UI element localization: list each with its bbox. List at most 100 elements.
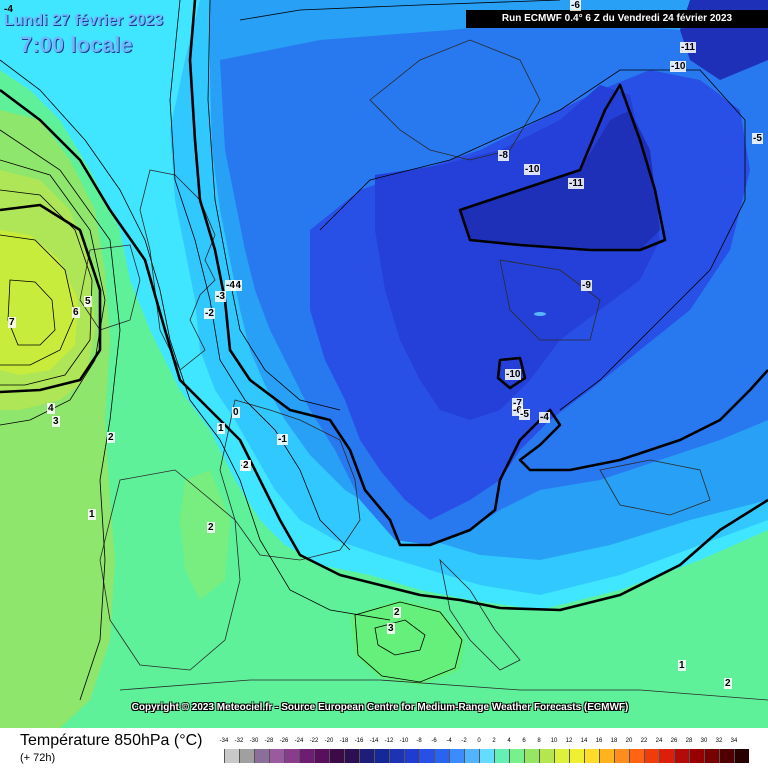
scale-swatch: [464, 749, 479, 763]
scale-swatch: [284, 749, 299, 763]
contour-label: 3: [52, 416, 60, 427]
isotherm-minus2: [169, 0, 351, 551]
contour-label: -5: [519, 409, 530, 420]
corner-contour-value: -4: [4, 4, 13, 15]
scale-tick-label: -20: [324, 738, 334, 744]
isotherm-plus4: [0, 189, 93, 386]
contour-label: 2: [393, 607, 401, 618]
coast-ireland: [79, 244, 141, 331]
isotherm-minus9-inner: [319, 69, 746, 411]
scale-swatch: [614, 749, 629, 763]
contour-label: -4: [231, 280, 242, 291]
zone-plus6: [0, 230, 78, 375]
scale-tick-label: -10: [399, 738, 409, 744]
scale-tick-label: -24: [294, 738, 304, 744]
scale-swatch: [599, 749, 614, 763]
contour-label: 2: [107, 432, 115, 443]
legend-title: Température 850hPa (°C): [20, 732, 203, 749]
contour-label: -8: [498, 150, 509, 161]
coast-north-africa: [119, 679, 768, 701]
contour-label: -10: [505, 369, 522, 380]
scale-swatch: [569, 749, 584, 763]
scale-swatch: [629, 749, 644, 763]
contour-label: -11: [568, 178, 584, 189]
scale-swatch: [314, 749, 329, 763]
scale-tick-label: -2: [461, 738, 467, 744]
scale-swatch: [389, 749, 404, 763]
contour-label: 1: [678, 660, 686, 671]
contour-label: -4: [225, 280, 236, 291]
contour-label: -10: [524, 164, 541, 175]
scale-swatch: [689, 749, 704, 763]
isotherms-thin: [0, 0, 746, 701]
contour-label: 7: [8, 317, 16, 328]
legend-subtitle: (+ 72h): [20, 752, 56, 764]
scale-tick-label: 10: [550, 738, 558, 744]
scale-tick-label: 18: [610, 738, 618, 744]
scale-tick-label: -30: [249, 738, 259, 744]
contour-label: 1: [217, 423, 225, 434]
isotherm-minus10: [458, 83, 667, 252]
legend-bar: Température 850hPa (°C) (+ 72h) -34 -32 -3…: [0, 728, 768, 768]
scale-swatch: [644, 749, 659, 763]
contour-label: 1: [88, 509, 96, 520]
coastlines: [79, 39, 768, 701]
scale-tick-label: -16: [354, 738, 364, 744]
contour-label: 0: [232, 407, 240, 418]
isotherm-plus3: [0, 159, 106, 426]
isotherm-plus3-south: [374, 619, 426, 656]
scale-swatch: [449, 749, 464, 763]
isotherm-0: [0, 88, 768, 612]
color-scale: -34 -32 -30 -28 -26 -24 -22 -20 -18 -16 -14 -12 -10-…: [220, 732, 752, 764]
contour-label: -5: [752, 133, 763, 144]
scale-tick-label: -28: [264, 738, 274, 744]
coast-italy: [439, 558, 521, 671]
isotherm-plus2: [0, 129, 121, 701]
scale-swatch: [659, 749, 674, 763]
isotherm-plus1: [0, 59, 391, 621]
scale-tick-label: -26: [279, 738, 289, 744]
scale-tick-label: -14: [369, 738, 379, 744]
scale-swatch: [509, 749, 524, 763]
model-run-info: Run ECMWF 0.4° 6 Z du Vendredi 24 févrie…: [466, 10, 768, 28]
scale-tick-label: 34: [730, 738, 738, 744]
scale-swatch: [734, 749, 749, 763]
coast-iberia: [99, 469, 241, 671]
forecast-time: 7:00 locale: [20, 32, 133, 57]
scale-tick-label: 20: [625, 738, 633, 744]
scale-tick-label: 8: [537, 738, 541, 744]
scale-swatch: [239, 749, 254, 763]
contour-label: 3: [387, 623, 395, 634]
scale-swatch: [254, 749, 269, 763]
scale-tick-label: 22: [640, 738, 648, 744]
scale-swatch: [329, 749, 344, 763]
contour-label: 2: [207, 522, 215, 533]
scale-tick-label: -4: [446, 738, 452, 744]
scale-tick-label: -6: [431, 738, 437, 744]
scale-tick-label: 30: [700, 738, 708, 744]
scale-swatch: [584, 749, 599, 763]
contour-label: -2: [204, 308, 215, 319]
zone-plus2-west: [180, 470, 230, 600]
isotherm-plus5: [0, 203, 102, 394]
isotherm-minus9: [239, 0, 561, 21]
scale-tick-label: -8: [416, 738, 422, 744]
scale-tick-label: -22: [309, 738, 319, 744]
scale-tick-label: 32: [715, 738, 723, 744]
forecast-date: Lundi 27 février 2023: [4, 12, 164, 29]
contour-label: 2: [724, 678, 732, 689]
contour-label: 4: [47, 403, 55, 414]
scale-tick-label: 2: [492, 738, 496, 744]
scale-swatch: [434, 749, 449, 763]
scale-swatch: [224, 749, 239, 763]
scale-swatch: [719, 749, 734, 763]
contour-label: 6: [72, 307, 80, 318]
ice-marker: [534, 312, 546, 316]
scale-swatch: [479, 749, 494, 763]
isotherm-minus4: [207, 0, 341, 411]
scale-swatch: [299, 749, 314, 763]
scale-tick-label: 14: [580, 738, 588, 744]
scale-swatch: [674, 749, 689, 763]
contour-label: -11: [680, 42, 696, 53]
